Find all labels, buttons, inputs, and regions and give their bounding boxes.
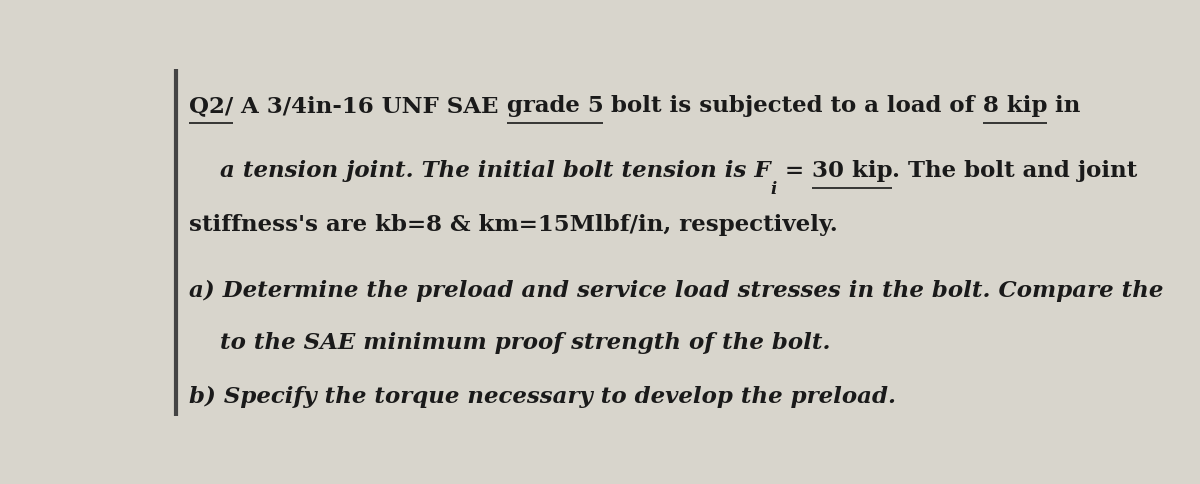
Text: i: i bbox=[770, 181, 776, 198]
Text: =: = bbox=[776, 160, 811, 182]
Text: a) Determine the preload and service load stresses in the bolt. Compare the: a) Determine the preload and service loa… bbox=[190, 279, 1164, 302]
Text: stiffness's are kb=8 & km=15Mlbf/in, respectively.: stiffness's are kb=8 & km=15Mlbf/in, res… bbox=[190, 214, 838, 236]
Text: grade 5: grade 5 bbox=[506, 95, 604, 117]
Text: 8 kip: 8 kip bbox=[983, 95, 1048, 117]
Text: A 3/4in-16 UNF SAE: A 3/4in-16 UNF SAE bbox=[233, 95, 506, 117]
Text: to the SAE minimum proof strength of the bolt.: to the SAE minimum proof strength of the… bbox=[220, 332, 830, 354]
Text: Q2/: Q2/ bbox=[190, 95, 233, 117]
Text: a tension joint. The initial bolt tension is F: a tension joint. The initial bolt tensio… bbox=[220, 160, 770, 182]
Text: 30 kip: 30 kip bbox=[811, 160, 893, 182]
Text: b) Specify the torque necessary to develop the preload.: b) Specify the torque necessary to devel… bbox=[190, 386, 896, 408]
Text: . The bolt and joint: . The bolt and joint bbox=[893, 160, 1138, 182]
Text: in: in bbox=[1048, 95, 1081, 117]
Text: bolt is subjected to a load of: bolt is subjected to a load of bbox=[604, 95, 983, 117]
